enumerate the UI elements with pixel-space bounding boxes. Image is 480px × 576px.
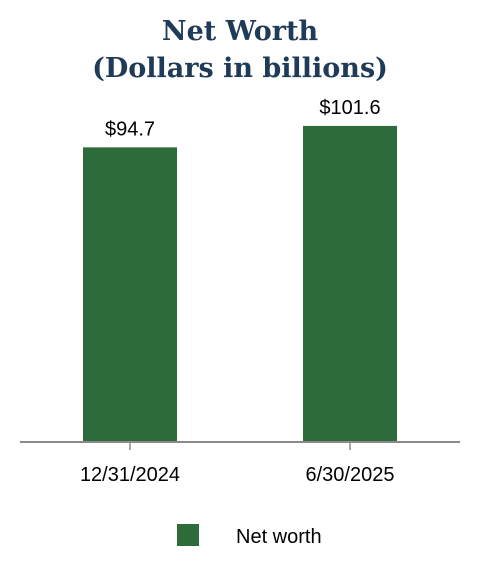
legend: Net worth — [177, 524, 322, 548]
legend-swatch-net-worth — [177, 524, 199, 546]
chart-subtitle: (Dollars in billions) — [92, 53, 388, 84]
value-label-0: $94.7 — [105, 118, 155, 140]
bars-group: $94.7 $101.6 — [83, 97, 397, 443]
x-tick-label-1: 6/30/2025 — [306, 464, 395, 486]
chart-title: Net Worth — [162, 16, 319, 47]
x-tick-label-0: 12/31/2024 — [80, 464, 180, 486]
x-axis: 12/31/2024 6/30/2025 — [20, 441, 460, 486]
bar-0 — [83, 147, 177, 442]
bar-1 — [303, 125, 397, 443]
value-label-1: $101.6 — [319, 97, 380, 119]
legend-label-net-worth: Net worth — [236, 526, 322, 548]
